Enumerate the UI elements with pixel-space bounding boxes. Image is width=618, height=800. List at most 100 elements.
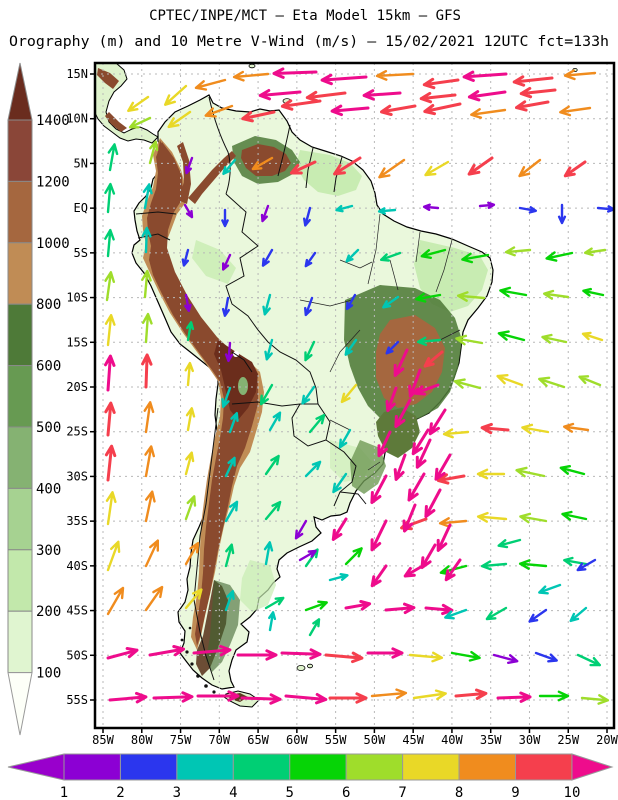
wind-arrow xyxy=(344,600,372,611)
wind-arrow xyxy=(456,291,486,302)
orography-above-max-arrow xyxy=(7,62,33,121)
wind-arrow xyxy=(394,398,412,428)
wind-arrow xyxy=(184,588,203,610)
lat-label-50S: 50S xyxy=(66,648,88,662)
wind-arrow xyxy=(258,89,302,101)
wind-arrow xyxy=(320,73,368,86)
axis-labels: 85W 80W 75W 70W 65W 60W 55W 50W 45W 40W 35W 30W 25W 2… xyxy=(66,67,618,747)
wind-arrow xyxy=(538,376,566,389)
orography-scale-label-800: 800 xyxy=(36,297,61,313)
wind-arrow xyxy=(518,158,542,178)
wind-arrow xyxy=(515,100,550,112)
wind-arrow xyxy=(408,651,444,663)
wind-arrow xyxy=(420,543,437,569)
wind-arrow xyxy=(194,78,227,91)
wind-arrow xyxy=(222,158,237,175)
wind-arrow xyxy=(108,691,148,704)
wind-arrow xyxy=(335,204,354,213)
wind-arrow xyxy=(504,246,532,257)
wind-arrow xyxy=(518,559,548,570)
wind-arrow xyxy=(370,688,408,700)
wind-arrow xyxy=(241,110,276,123)
lon-label-60W: 60W xyxy=(286,733,308,747)
wind-arrow xyxy=(578,375,602,387)
wind-arrow xyxy=(104,401,116,437)
wind-scale-label-3: 3 xyxy=(173,785,181,800)
wind-arrow xyxy=(298,549,317,562)
wind-arrow xyxy=(454,688,488,700)
orography-segment xyxy=(7,610,33,674)
orography-segment xyxy=(7,303,33,367)
wind-arrow xyxy=(185,407,196,432)
wind-arrow xyxy=(104,182,116,214)
wind-arrow xyxy=(184,451,195,476)
lat-label-55S: 55S xyxy=(66,693,88,707)
wind-arrow xyxy=(453,378,482,390)
wind-arrow xyxy=(167,110,192,129)
lon-label-30W: 30W xyxy=(519,733,541,747)
wind-arrow xyxy=(497,330,526,342)
wind-arrow xyxy=(366,647,404,659)
orography-segment xyxy=(7,426,33,489)
wind-arrow xyxy=(370,564,388,588)
wind-arrow xyxy=(104,271,115,302)
wind-arrow xyxy=(480,560,508,571)
wind-arrow xyxy=(142,183,153,210)
wind-arrow xyxy=(569,606,588,623)
wind-scale-label-1: 1 xyxy=(60,785,68,800)
wind-arrow xyxy=(407,472,426,502)
wind-arrow xyxy=(428,408,447,436)
wind-arrow xyxy=(424,160,450,177)
political-borders xyxy=(135,96,461,681)
wind-arrow xyxy=(424,603,454,616)
wind-arrow xyxy=(415,438,432,469)
wind-arrow xyxy=(260,204,270,223)
orography-scale-label-200: 200 xyxy=(36,604,61,620)
lon-label-45W: 45W xyxy=(402,733,424,747)
wind-speed-colorbar: 1 2 3 4 5 6 7 8 9 10 xyxy=(7,753,614,800)
wind-arrow xyxy=(251,156,274,171)
lon-label-80W: 80W xyxy=(131,733,153,747)
wind-scale-label-8: 8 xyxy=(455,785,463,800)
wind-arrow xyxy=(584,247,607,257)
wind-arrow xyxy=(268,411,282,432)
wind-arrow xyxy=(328,692,368,704)
orography-scale-label-500: 500 xyxy=(36,420,61,436)
wind-arrow xyxy=(344,547,363,566)
lon-label-70W: 70W xyxy=(208,733,230,747)
wind-arrow xyxy=(304,600,328,612)
wind-arrow xyxy=(375,70,415,81)
wind-arrow xyxy=(461,252,490,264)
wind-arrow xyxy=(512,75,554,87)
wind-arrow xyxy=(450,650,481,662)
orography-segment xyxy=(7,180,33,244)
wind-arrow xyxy=(402,503,417,533)
wind-arrow xyxy=(434,453,452,481)
wind-arrow xyxy=(557,203,567,225)
wind-arrow xyxy=(204,104,234,118)
wind-arrow xyxy=(262,293,272,316)
wind-arrow xyxy=(424,488,442,518)
wind-arrow xyxy=(264,454,280,476)
wind-arrow xyxy=(538,690,570,702)
wind-arrow xyxy=(385,386,398,413)
orography-segment xyxy=(7,549,33,612)
wind-arrow xyxy=(423,350,444,368)
chilean-fjord-specks xyxy=(180,626,216,694)
wind-arrow xyxy=(305,90,347,103)
wind-arrow xyxy=(582,287,605,297)
wind-arrow xyxy=(497,538,522,549)
orography-colorbar: 1400 1200 1000 800 600 500 400 300 200 100 xyxy=(7,62,70,736)
orography-segment xyxy=(7,365,33,428)
wind-arrow xyxy=(224,500,239,523)
wind-arrow xyxy=(545,251,574,262)
wind-arrow xyxy=(264,338,274,361)
wind-arrow xyxy=(370,474,388,504)
wind-arrow xyxy=(304,296,314,317)
patagonia-darkgreen xyxy=(206,580,240,672)
lat-label-15N: 15N xyxy=(66,67,88,81)
wind-arrow xyxy=(224,590,235,612)
landmass-layer xyxy=(95,63,585,708)
wind-arrow xyxy=(563,69,597,81)
